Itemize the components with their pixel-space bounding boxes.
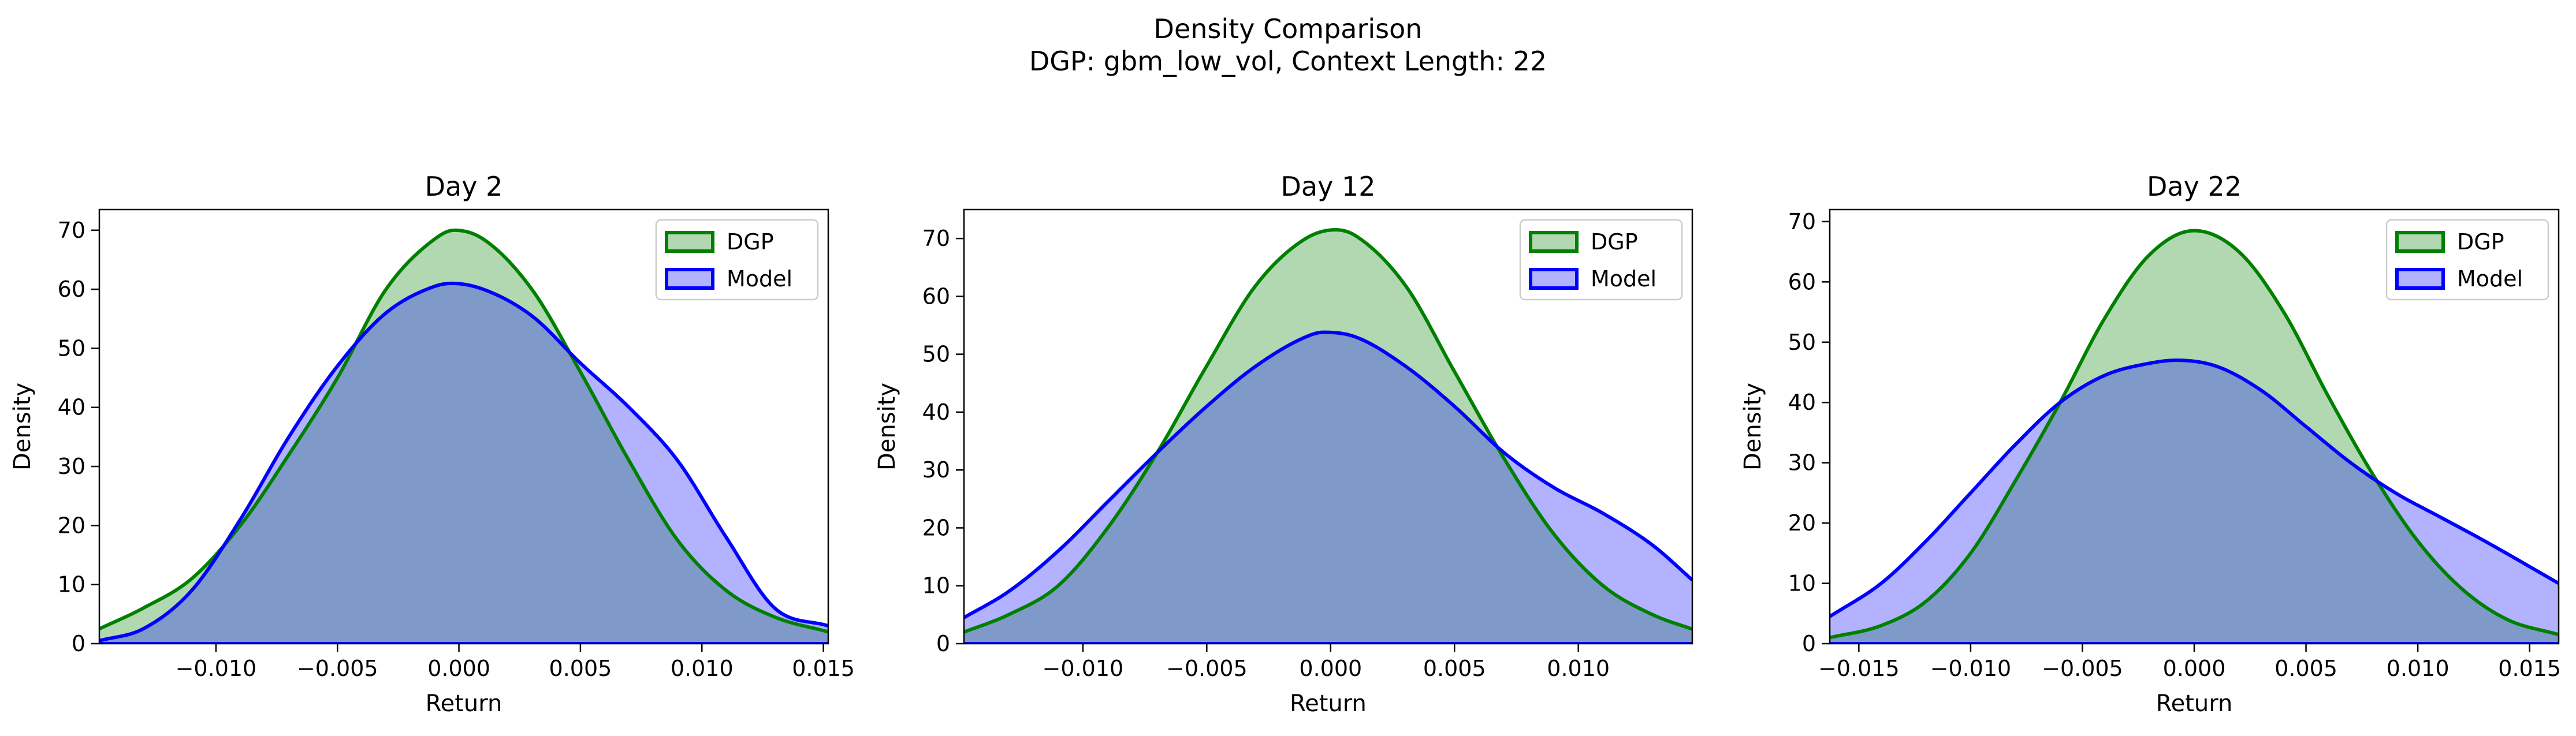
figure-subtitle: DGP: gbm_low_vol, Context Length: 22 — [1029, 46, 1547, 77]
legend: DGP Model — [655, 219, 819, 301]
model-legend-label: Model — [727, 266, 792, 292]
x-tick-label: 0.015 — [2498, 656, 2561, 681]
subplot-title: Day 12 — [1281, 171, 1376, 202]
y-tick-label: 60 — [58, 277, 85, 302]
model-density-line — [1830, 358, 2559, 618]
dgp-legend-swatch — [2395, 231, 2445, 253]
model-legend-swatch — [665, 268, 714, 290]
subplot-1: −0.010 −0.005 0.000 0.005 0.010 0.015 0 10 20 30 4… — [9, 171, 855, 717]
y-tick-label: 70 — [1788, 209, 1816, 234]
x-tick-label: 0.000 — [1299, 656, 1362, 681]
model-density-line — [964, 330, 1692, 619]
model-density-line — [99, 281, 828, 642]
x-tick-label: −0.005 — [297, 656, 378, 681]
x-tick-label: 0.005 — [2275, 656, 2337, 681]
axes-frame — [98, 208, 829, 645]
axes-frame — [963, 208, 1693, 645]
overlap-area-fill — [99, 283, 828, 644]
y-axis-label: Density — [1740, 383, 1766, 470]
y-tick-label: 60 — [1788, 269, 1816, 294]
x-tick-label: 0.005 — [1423, 656, 1486, 681]
y-tick-label: 0 — [936, 631, 950, 656]
dgp-legend-label: DGP — [1591, 229, 1638, 255]
dgp-density-line — [964, 228, 1692, 634]
x-tick-label: −0.010 — [1043, 656, 1124, 681]
x-axis-label: Return — [2156, 690, 2233, 717]
x-tick-label: 0.015 — [792, 656, 855, 681]
dgp-density-line — [1830, 229, 2559, 640]
x-tick-label: 0.000 — [2163, 656, 2226, 681]
subplot-3: −0.015 −0.010 −0.005 0.000 0.005 0.010 0.015 0 1… — [1740, 171, 2561, 717]
x-tick-label: 0.005 — [549, 656, 612, 681]
x-tick-label: −0.010 — [1930, 656, 2012, 681]
legend: DGP Model — [2385, 219, 2549, 301]
y-axis-label: Density — [9, 383, 36, 470]
x-tick-label: −0.005 — [1166, 656, 1248, 681]
model-legend-label: Model — [2457, 266, 2523, 292]
x-axis-label: Return — [426, 690, 502, 717]
y-tick-label: 50 — [58, 335, 85, 361]
overlap-area-fill — [1830, 360, 2559, 644]
y-tick-label: 30 — [58, 454, 85, 479]
y-tick-label: 0 — [1802, 631, 1816, 656]
x-tick-label: 0.010 — [671, 656, 734, 681]
y-tick-label: 10 — [922, 573, 950, 599]
y-tick-label: 10 — [1788, 571, 1816, 596]
y-tick-label: 40 — [922, 399, 950, 425]
x-tick-label: −0.010 — [176, 656, 257, 681]
dgp-legend-label: DGP — [2457, 229, 2504, 255]
figure-title: Density Comparison — [1153, 13, 1423, 44]
y-tick-label: 0 — [72, 631, 85, 656]
subplot-2: −0.010 −0.005 0.000 0.005 0.010 0 10 20 30 40 50 60… — [874, 171, 1693, 717]
y-tick-label: 70 — [58, 218, 85, 243]
dgp-legend-swatch — [1529, 231, 1579, 253]
model-legend-swatch — [2395, 268, 2445, 290]
y-tick-label: 30 — [922, 457, 950, 483]
y-tick-label: 40 — [58, 395, 85, 420]
x-axis-label: Return — [1290, 690, 1367, 717]
y-tick-label: 70 — [922, 226, 950, 251]
x-tick-label: 0.010 — [1547, 656, 1610, 681]
y-axis-label: Density — [874, 383, 900, 470]
y-tick-label: 20 — [58, 513, 85, 538]
x-tick-label: −0.005 — [2042, 656, 2123, 681]
y-tick-label: 50 — [1788, 330, 1816, 355]
dgp-legend-swatch — [665, 231, 714, 253]
y-tick-label: 20 — [922, 515, 950, 540]
x-tick-label: 0.000 — [427, 656, 490, 681]
y-tick-label: 20 — [1788, 510, 1816, 536]
y-tick-label: 50 — [922, 342, 950, 367]
subplot-title: Day 2 — [425, 171, 503, 202]
x-tick-label: −0.015 — [1818, 656, 1900, 681]
subplot-title: Day 22 — [2147, 171, 2242, 202]
overlap-area-fill — [964, 332, 1692, 644]
legend: DGP Model — [1519, 219, 1683, 301]
model-legend-swatch — [1529, 268, 1579, 290]
x-tick-label: 0.010 — [2387, 656, 2450, 681]
dgp-legend-label: DGP — [727, 229, 774, 255]
y-tick-label: 60 — [922, 283, 950, 309]
y-tick-label: 10 — [58, 572, 85, 597]
y-tick-label: 30 — [1788, 450, 1816, 476]
y-tick-label: 40 — [1788, 390, 1816, 415]
model-legend-label: Model — [1591, 266, 1656, 292]
